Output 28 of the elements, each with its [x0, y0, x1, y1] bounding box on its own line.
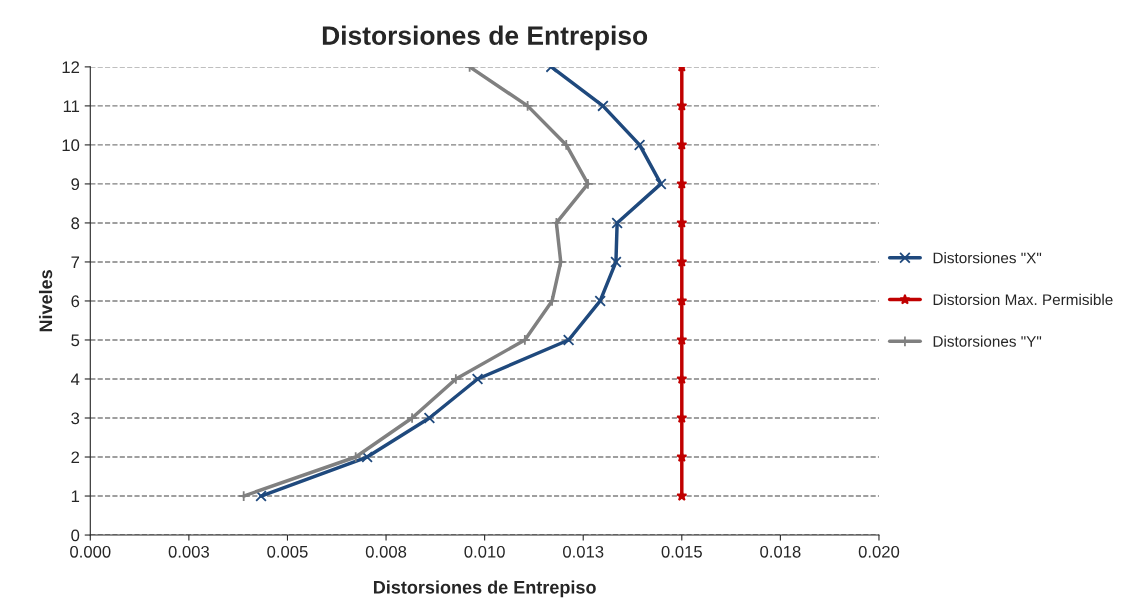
x-tick-label: 0.020 — [858, 545, 900, 558]
y-tick-label: 4 — [70, 373, 80, 386]
y-tick-label: 9 — [71, 178, 80, 191]
y-tick-label: 6 — [71, 295, 80, 308]
x-tick-label: 0.000 — [70, 545, 111, 558]
legend-label: Distorsiones "Y" — [933, 335, 1042, 347]
y-tick-label: 11 — [63, 100, 80, 112]
x-axis-title: Distorsiones de Entrepiso — [373, 580, 596, 598]
y-tick-label: 5 — [71, 334, 80, 347]
y-tick-label: 3 — [71, 412, 80, 425]
y-tick-label: 1 — [71, 490, 80, 503]
legend-label: Distorsiones "X" — [933, 252, 1042, 264]
x-tick-label: 0.008 — [365, 545, 407, 558]
y-tick-label: 8 — [71, 217, 80, 230]
y-tick-label: 10 — [62, 139, 80, 152]
x-tick-label: 0.005 — [267, 545, 308, 558]
y-tick-label: 12 — [62, 61, 80, 73]
legend-label: Distorsion Max. Permisible — [933, 293, 1113, 306]
y-tick-label: 2 — [71, 451, 80, 464]
x-tick-label: 0.013 — [563, 545, 604, 558]
y-tick-label: 7 — [71, 256, 80, 268]
x-tick-label: 0.015 — [661, 545, 702, 558]
x-tick-label: 0.010 — [464, 545, 505, 558]
x-tick-label: 0.003 — [168, 545, 209, 558]
chart-title: Distorsiones de Entrepiso — [322, 25, 648, 51]
x-tick-label: 0.018 — [760, 545, 801, 558]
y-tick-label: 0 — [71, 529, 80, 542]
y-axis-title: Niveles — [38, 270, 53, 332]
